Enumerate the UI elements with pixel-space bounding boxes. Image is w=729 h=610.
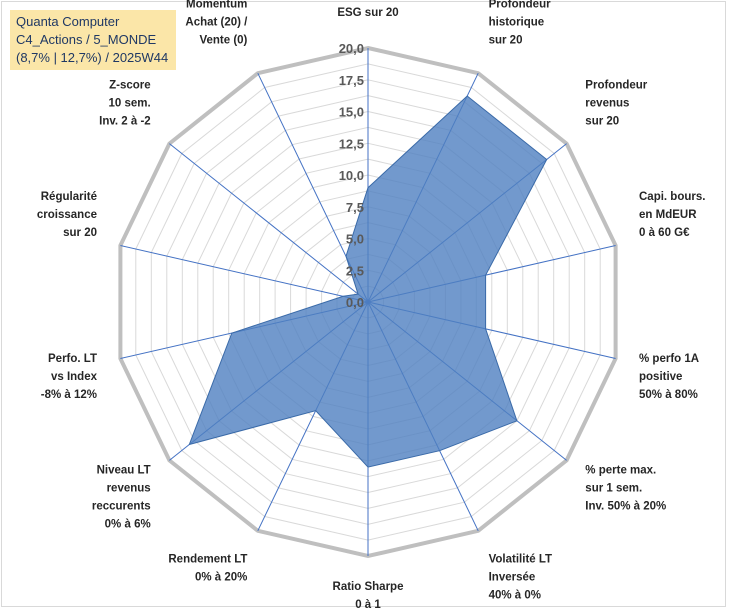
axis-label-line: Inv. 50% à 20% [585,500,666,512]
tick-label: 20,0 [339,41,364,56]
axis-label-4: % perfo 1A positive 50% à 80% [639,353,699,401]
axis-label-line: sur 20 [585,116,619,128]
axis-label-5: % perte max. sur 1 sem. Inv. 50% à 20% [585,464,666,512]
axis-label-line: Volatilité LT [489,554,552,566]
axis-label-6: Volatilité LT Inversée 40% à 0% [489,554,552,602]
axis-label-line: revenus [107,482,151,494]
axis-label-line: historique [489,17,545,29]
title-line-stats: (8,7% | 12,7%) / 2025W44 [16,50,169,65]
axis-label-line: croissance [37,209,97,221]
axis-label-line: Inv. 2 à -2 [99,116,151,128]
tick-label: 12,5 [339,136,364,151]
axis-label-line: Z-score [109,80,151,92]
axis-spoke [120,245,369,303]
radial-tick-labels: 0,0 2,5 5,0 7,5 10,0 12,5 15,0 17,5 20,0 [339,41,364,310]
axis-label-line: % perte max. [585,464,656,476]
axis-label-line: Vente (0) [199,35,247,47]
axis-labels: Note ESG sur 20 Profondeur historique sur 20… [37,0,706,610]
axis-label-line: 0 à 1 [355,599,381,610]
axis-label-line: Régularité [41,191,97,203]
axis-label-line: Note [355,0,381,1]
axis-label-1: Profondeur historique sur 20 [489,0,551,47]
axis-label-line: 40% à 0% [489,590,541,602]
axis-label-line: 10 sem. [108,98,150,110]
axis-label-line: Inversée [489,572,536,584]
axis-label-line: Profondeur [585,80,647,92]
axis-label-10: Perfo. LT vs Index -8% à 12% [41,353,98,401]
axis-label-line: Profondeur [489,0,551,11]
axis-label-line: ESG sur 20 [337,7,398,19]
chart-title-box: Quanta Computer C4_Actions / 5_MONDE (8,… [10,10,176,70]
axis-label-line: Perfo. LT [48,353,97,365]
axis-label-line: revenus [585,98,629,110]
tick-label: 17,5 [339,73,364,88]
axis-label-line: positive [639,371,682,383]
axis-label-line: Achat (20) / [185,17,248,29]
axis-label-line: 0 à 60 G€ [639,227,690,239]
axis-label-3: Capi. bours. en MdEUR 0 à 60 G€ [639,191,705,239]
axis-label-8: Rendement LT 0% à 20% [168,554,247,584]
axis-label-11: Régularité croissance sur 20 [37,191,97,239]
tick-label: 15,0 [339,105,364,120]
axis-label-7: Ratio Sharpe 0 à 1 [333,581,404,610]
axis-label-line: Rendement LT [168,554,247,566]
tick-label: 0,0 [346,295,364,310]
axis-label-line: vs Index [51,371,98,383]
axis-label-line: en MdEUR [639,209,697,221]
tick-label: 10,0 [339,168,364,183]
axis-label-line: 50% à 80% [639,389,698,401]
axis-label-line: Ratio Sharpe [333,581,404,593]
tick-label: 7,5 [346,200,364,215]
axis-label-line: sur 1 sem. [585,482,642,494]
title-line-portfolio: C4_Actions / 5_MONDE [16,32,157,47]
axis-label-line: % perfo 1A [639,353,699,365]
axis-label-line: sur 20 [63,227,97,239]
axis-label-line: 0% à 20% [195,572,247,584]
axis-label-line: Momentum [186,0,247,11]
title-line-company: Quanta Computer [16,14,120,29]
tick-label: 2,5 [346,263,364,278]
series-area [188,95,548,468]
axis-label-9: Niveau LT revenus reccurents 0% à 6% [92,464,151,530]
axis-label-0: Note ESG sur 20 [337,0,398,19]
axis-label-line: sur 20 [489,35,523,47]
axis-label-line: Capi. bours. [639,191,705,203]
axis-label-line: 0% à 6% [105,518,151,530]
axis-label-2: Profondeur revenus sur 20 [585,80,647,128]
axis-label-line: reccurents [92,500,151,512]
axis-label-13: Momentum Achat (20) / Vente (0) [185,0,248,47]
axis-label-line: -8% à 12% [41,389,97,401]
axis-label-12: Z-score 10 sem. Inv. 2 à -2 [99,80,151,128]
tick-label: 5,0 [346,232,364,247]
axis-spoke [169,143,369,303]
axis-label-line: Niveau LT [97,464,151,476]
series-polygon [188,95,548,468]
